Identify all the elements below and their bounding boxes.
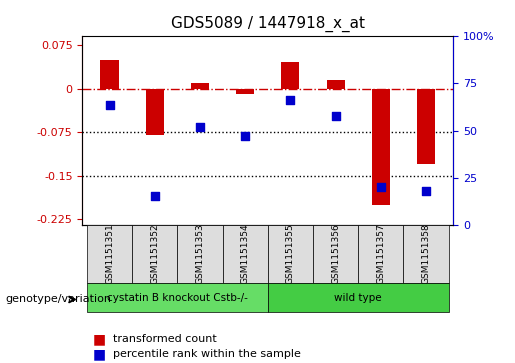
- Text: ■: ■: [93, 333, 106, 346]
- FancyBboxPatch shape: [358, 225, 403, 283]
- Text: GSM1151354: GSM1151354: [241, 224, 250, 285]
- Text: cystatin B knockout Cstb-/-: cystatin B knockout Cstb-/-: [107, 293, 248, 303]
- FancyBboxPatch shape: [268, 283, 449, 312]
- FancyBboxPatch shape: [403, 225, 449, 283]
- Bar: [191, 83, 209, 89]
- Bar: [281, 62, 299, 89]
- Bar: [417, 89, 435, 164]
- Text: GSM1151352: GSM1151352: [150, 224, 159, 285]
- Text: GSM1151351: GSM1151351: [105, 224, 114, 285]
- Point: [106, 102, 114, 108]
- Bar: [236, 89, 254, 94]
- Point: [286, 98, 295, 103]
- Text: GSM1151356: GSM1151356: [331, 224, 340, 285]
- Point: [241, 134, 249, 139]
- Bar: [327, 80, 345, 89]
- Bar: [100, 60, 118, 89]
- FancyBboxPatch shape: [177, 225, 222, 283]
- Text: GSM1151358: GSM1151358: [422, 224, 431, 285]
- Point: [422, 188, 430, 194]
- Bar: [372, 89, 390, 205]
- Title: GDS5089 / 1447918_x_at: GDS5089 / 1447918_x_at: [171, 16, 365, 32]
- Bar: [146, 89, 164, 135]
- Text: transformed count: transformed count: [113, 334, 217, 344]
- FancyBboxPatch shape: [268, 225, 313, 283]
- FancyBboxPatch shape: [313, 225, 358, 283]
- FancyBboxPatch shape: [87, 283, 268, 312]
- Text: GSM1151353: GSM1151353: [196, 224, 204, 285]
- FancyBboxPatch shape: [87, 225, 132, 283]
- Point: [332, 113, 340, 118]
- Text: wild type: wild type: [334, 293, 382, 303]
- Text: ■: ■: [93, 347, 106, 361]
- Text: percentile rank within the sample: percentile rank within the sample: [113, 349, 301, 359]
- Text: genotype/variation: genotype/variation: [5, 294, 111, 305]
- Text: GSM1151357: GSM1151357: [376, 224, 385, 285]
- Point: [150, 193, 159, 199]
- FancyBboxPatch shape: [132, 225, 177, 283]
- FancyBboxPatch shape: [222, 225, 268, 283]
- Point: [196, 124, 204, 130]
- Point: [377, 184, 385, 190]
- Text: GSM1151355: GSM1151355: [286, 224, 295, 285]
